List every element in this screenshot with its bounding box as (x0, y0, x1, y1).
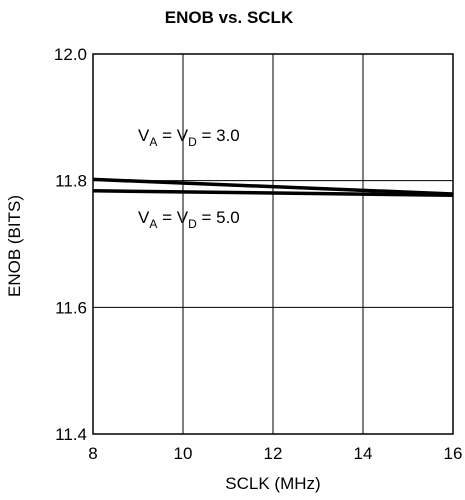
grid (93, 54, 453, 434)
y-axis-label: ENOB (BITS) (5, 195, 24, 297)
x-axis-label: SCLK (MHz) (225, 474, 320, 493)
x-tick-label: 16 (444, 444, 463, 463)
annotation-subscript: A (149, 217, 157, 231)
plot-frame (92, 53, 454, 435)
chart-title: ENOB vs. SCLK (165, 8, 294, 27)
y-tick-labels: 12.0 11.8 11.6 11.4 (54, 45, 87, 444)
annotation-text: V (138, 208, 150, 227)
annotations: VA = VD = 3.0VA = VD = 5.0 (138, 126, 240, 231)
annotation-text: = 3.0 (197, 126, 240, 145)
series-group (92, 177, 454, 197)
annotation-text: = 5.0 (197, 208, 240, 227)
y-tick-label: 11.6 (55, 298, 87, 317)
y-tick-label: 11.4 (55, 425, 87, 444)
series-line-1 (92, 177, 454, 196)
annotation-subscript: D (188, 217, 197, 231)
x-tick-label: 8 (88, 444, 97, 463)
annotation-1: VA = VD = 3.0 (138, 126, 240, 149)
x-tick-label: 10 (174, 444, 193, 463)
x-tick-label: 12 (264, 444, 283, 463)
x-tick-label: 14 (354, 444, 373, 463)
annotation-text: = V (157, 208, 188, 227)
annotation-2: VA = VD = 5.0 (138, 208, 240, 231)
annotation-text: = V (157, 126, 188, 145)
series-line-2 (92, 189, 454, 197)
y-tick-label: 11.8 (55, 172, 87, 191)
x-tick-labels: 8 10 12 14 16 (88, 444, 462, 463)
annotation-text: V (138, 126, 150, 145)
y-tick-label: 12.0 (54, 45, 87, 64)
annotation-subscript: A (149, 135, 157, 149)
annotation-subscript: D (188, 135, 197, 149)
